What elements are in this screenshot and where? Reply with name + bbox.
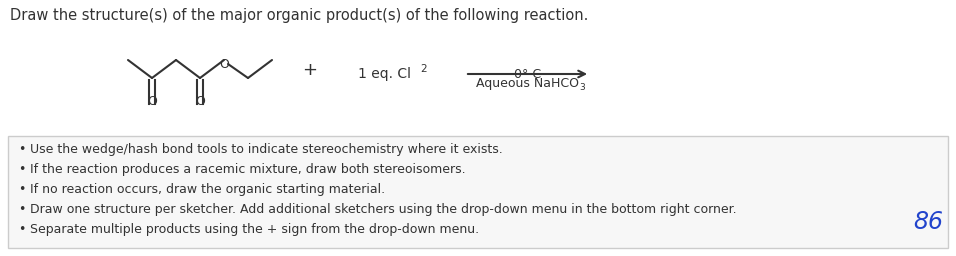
Text: O: O (219, 58, 228, 71)
Text: Separate multiple products using the + sign from the drop-down menu.: Separate multiple products using the + s… (30, 223, 479, 237)
Text: Aqueous NaHCO: Aqueous NaHCO (476, 77, 579, 90)
Text: 1 eq. Cl: 1 eq. Cl (358, 67, 411, 81)
Text: 0° C: 0° C (514, 68, 541, 81)
Text: 2: 2 (420, 64, 426, 74)
Text: Use the wedge/hash bond tools to indicate stereochemistry where it exists.: Use the wedge/hash bond tools to indicat… (30, 144, 503, 156)
Text: 86: 86 (913, 210, 943, 234)
Text: If the reaction produces a racemic mixture, draw both stereoisomers.: If the reaction produces a racemic mixtu… (30, 164, 466, 176)
Text: +: + (302, 61, 317, 79)
Text: •: • (18, 164, 26, 176)
Bar (8, 136, 948, 248)
Text: 3: 3 (579, 83, 585, 92)
Text: •: • (18, 223, 26, 237)
Text: •: • (18, 204, 26, 217)
Text: •: • (18, 184, 26, 197)
Text: If no reaction occurs, draw the organic starting material.: If no reaction occurs, draw the organic … (30, 184, 385, 197)
Text: Draw the structure(s) of the major organic product(s) of the following reaction.: Draw the structure(s) of the major organ… (10, 8, 588, 23)
Text: •: • (18, 144, 26, 156)
Text: Draw one structure per sketcher. Add additional sketchers using the drop-down me: Draw one structure per sketcher. Add add… (30, 204, 737, 217)
Text: O: O (195, 95, 205, 108)
Text: O: O (147, 95, 157, 108)
